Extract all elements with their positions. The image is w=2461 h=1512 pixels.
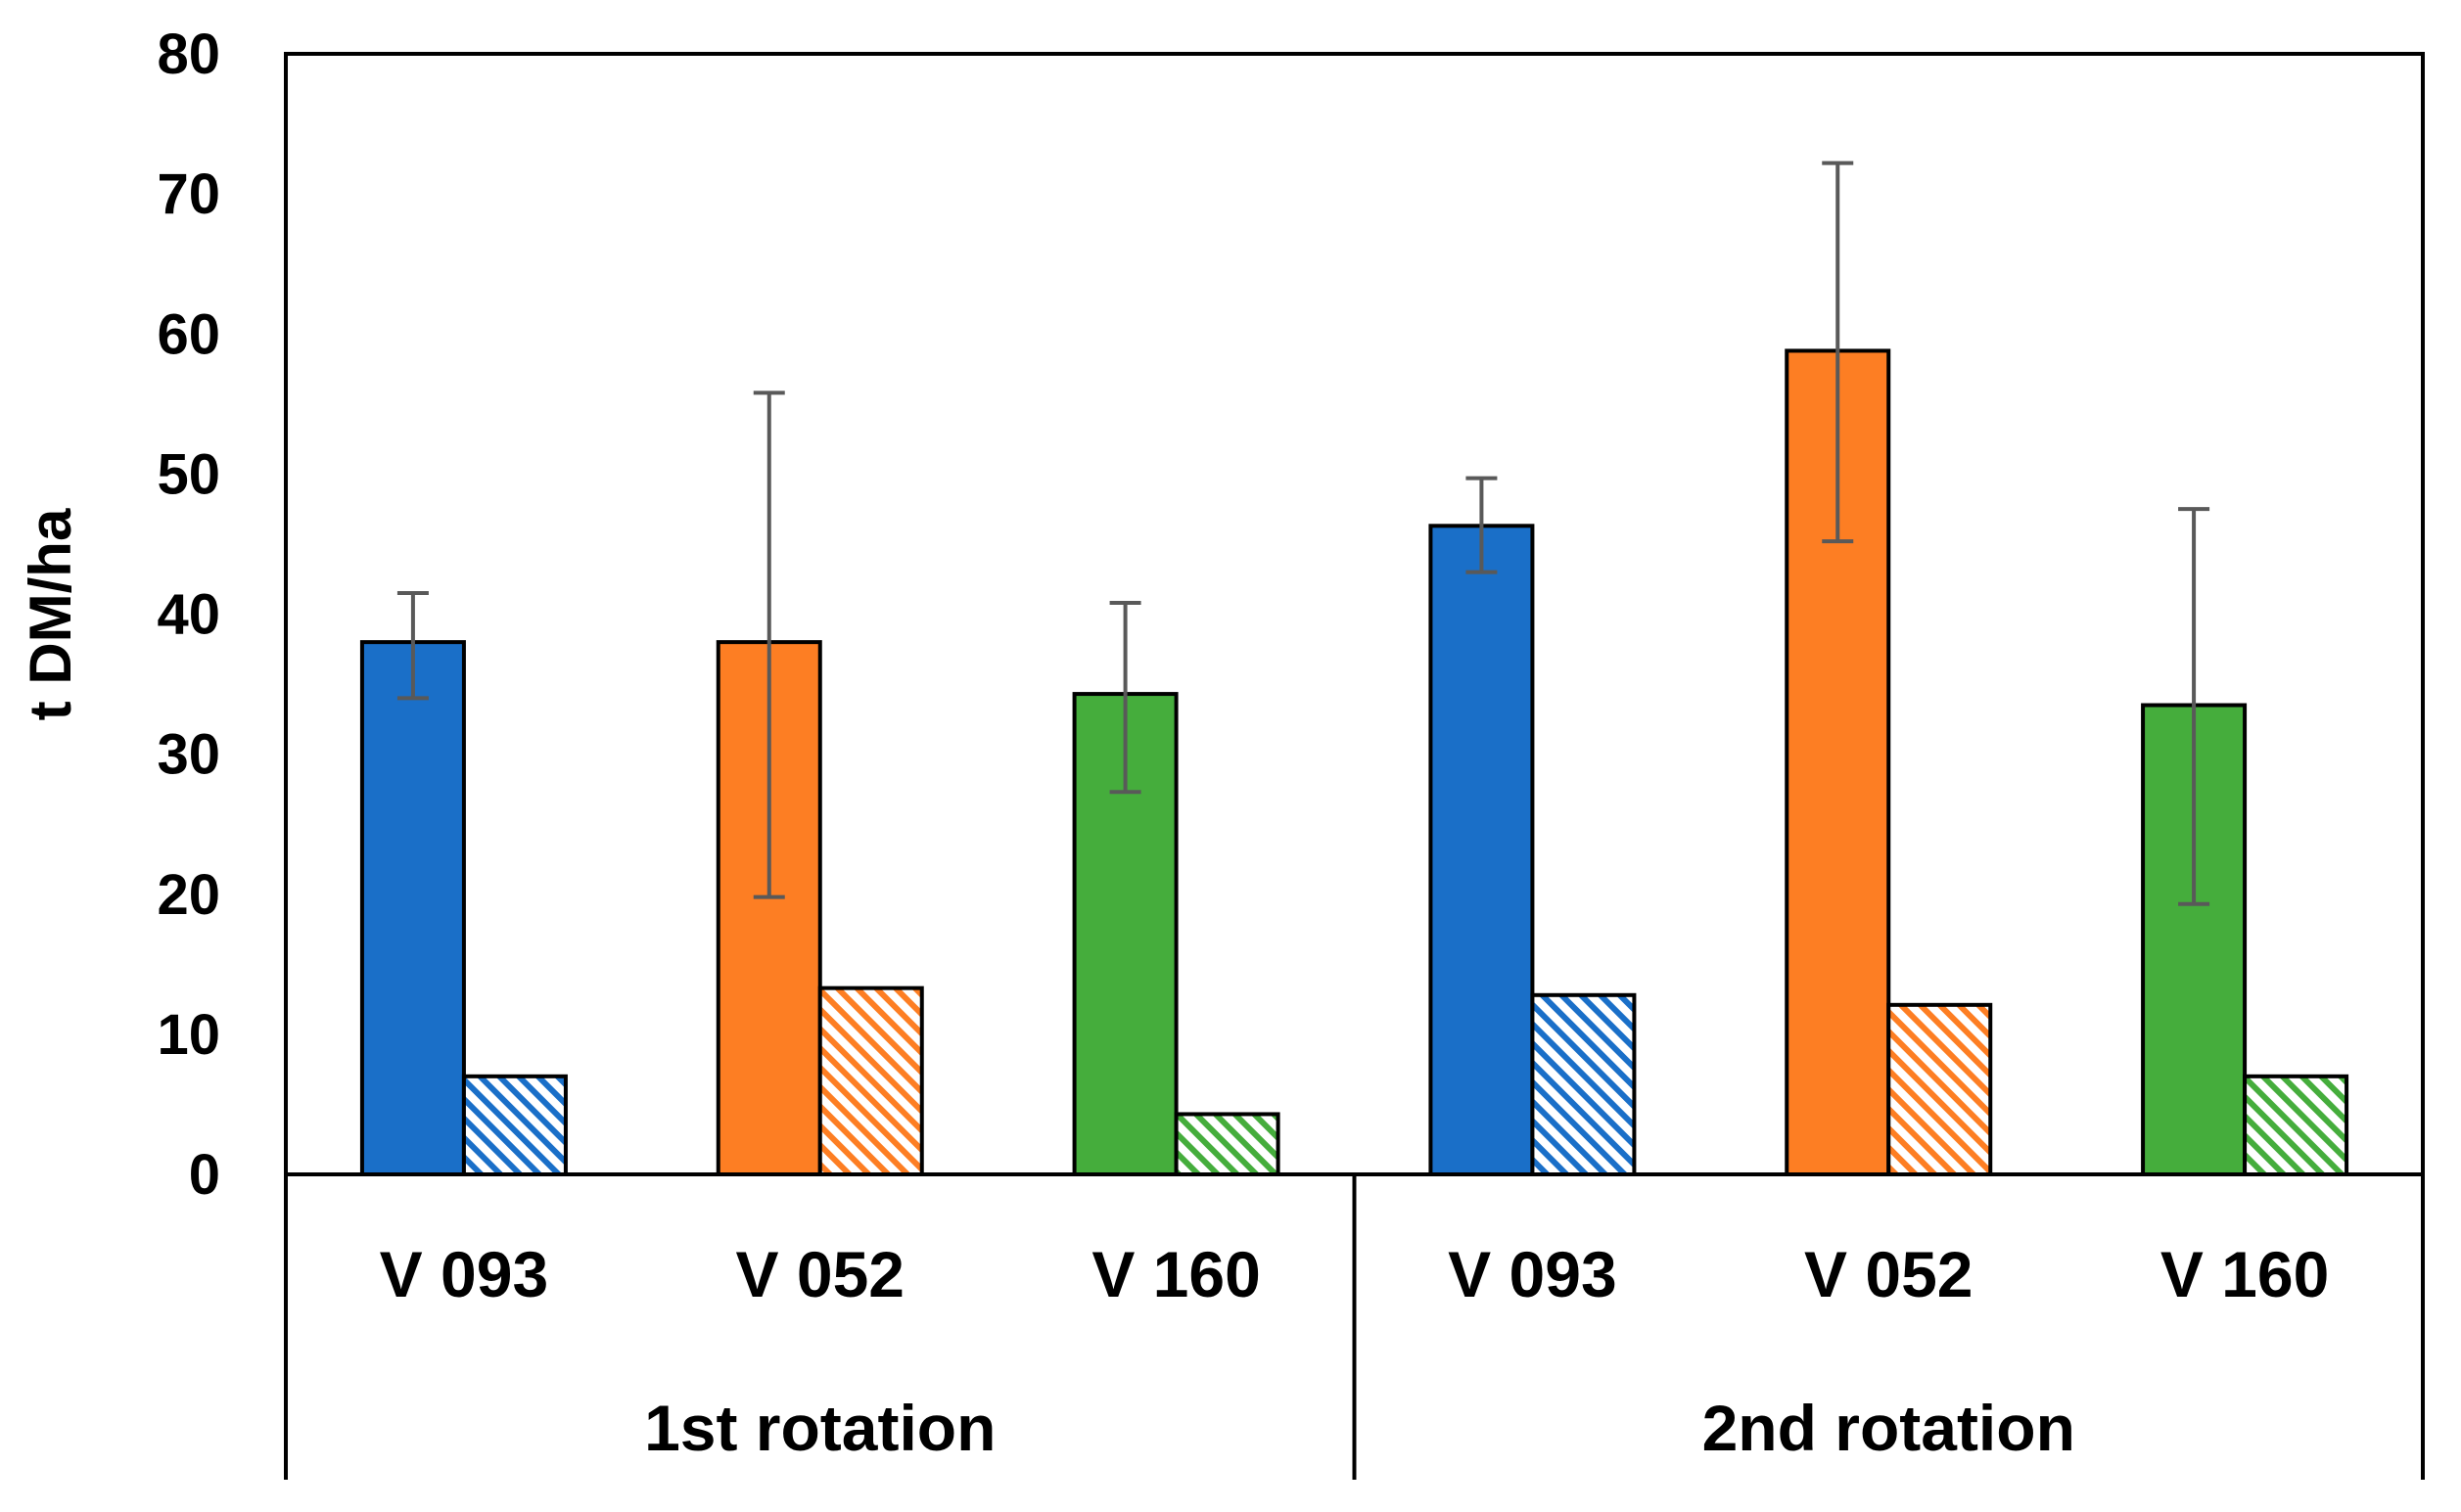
error-bar (396, 591, 429, 701)
category-label: V 093 (380, 1238, 548, 1310)
bar-hatched (461, 1074, 568, 1176)
bar-solid (1428, 524, 1535, 1176)
error-bar (1109, 601, 1141, 795)
y-axis-title: t DM/ha (18, 508, 83, 720)
plot-frame (284, 52, 2425, 1480)
bars (359, 160, 2349, 1177)
y-tick-label: 10 (157, 1003, 220, 1067)
x-axis-labels: V 093 V 052 V 160 V 093 V 052 V 160 1st rotati… (380, 1238, 2330, 1464)
category-label: V 052 (1804, 1238, 1973, 1310)
y-axis-ticks: 0 10 20 30 40 50 60 70 80 (157, 23, 220, 1207)
y-tick-label: 70 (157, 162, 220, 226)
y-tick-label: 60 (157, 302, 220, 366)
bar-hatched (1886, 1002, 1993, 1176)
error-bar (1465, 476, 1498, 574)
group-label: 2nd rotation (1702, 1392, 2075, 1464)
plot-border (284, 52, 2425, 1176)
y-tick-label: 0 (189, 1143, 220, 1207)
y-tick-label: 50 (157, 442, 220, 506)
y-tick-label: 30 (157, 723, 220, 787)
y-tick-label: 80 (157, 23, 220, 86)
y-tick-label: 40 (157, 583, 220, 647)
category-label: V 052 (736, 1238, 905, 1310)
bar-hatched (1174, 1112, 1280, 1177)
error-bar (2178, 507, 2210, 906)
bar-hatched (1530, 992, 1637, 1176)
y-tick-label: 20 (157, 863, 220, 927)
category-label: V 160 (1091, 1238, 1260, 1310)
category-label: V 093 (1448, 1238, 1616, 1310)
category-label: V 160 (2160, 1238, 2329, 1310)
bar-hatched (2243, 1074, 2349, 1176)
bar-hatched (817, 985, 924, 1176)
group-label: 1st rotation (644, 1392, 996, 1464)
error-bar (753, 390, 785, 899)
error-bar (1822, 160, 1854, 544)
bar-solid (359, 640, 466, 1176)
